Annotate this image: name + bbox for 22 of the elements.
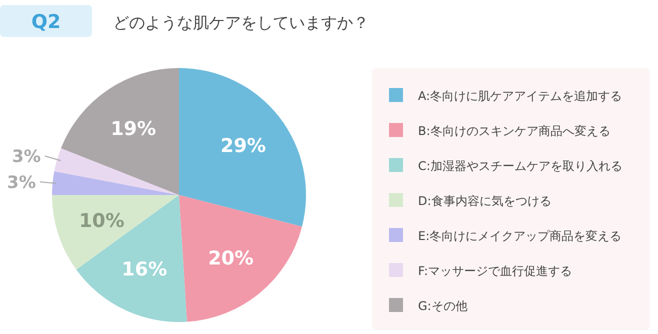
legend-label: C:加湿器やスチームケアを取り入れる — [418, 159, 622, 173]
pie-slice — [60, 68, 179, 195]
data-label: 10% — [78, 210, 124, 232]
data-label: 29% — [220, 135, 266, 158]
pie-slice — [179, 68, 306, 227]
legend-label: D:食事内容に気をつける — [418, 194, 552, 208]
pie-slice — [179, 195, 302, 322]
pie-slice — [54, 148, 179, 195]
data-label: 19% — [110, 118, 156, 140]
legend-label: E:冬向けにメイクアップ商品を変える — [418, 229, 622, 243]
pie-slice — [76, 195, 187, 322]
chart-title: どのような肌ケアをしていますか？ — [113, 13, 369, 32]
legend-label: B:冬向けのスキンケア商品へ変える — [418, 124, 610, 138]
data-label: 3% — [7, 172, 36, 193]
legend-label: F:マッサージで血行促進する — [418, 264, 572, 278]
data-label: 16% — [122, 258, 168, 281]
legend-label: A:冬向けに肌ケアアイテムを追加する — [418, 89, 622, 103]
text: Q2 — [31, 11, 61, 33]
data-label: 3% — [12, 147, 41, 168]
legend-label: G:その他 — [418, 299, 468, 313]
pie-slice — [52, 171, 179, 195]
data-label: 20% — [208, 248, 254, 270]
